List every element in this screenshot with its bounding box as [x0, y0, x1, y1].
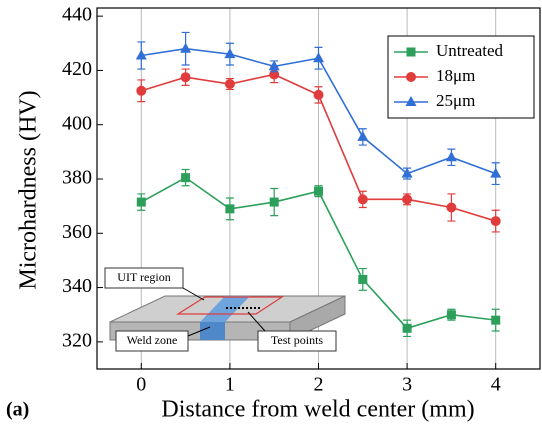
marker [446, 310, 456, 320]
pointer [247, 311, 266, 332]
marker [313, 89, 324, 100]
x-tick-label: 3 [402, 374, 412, 396]
pointer [187, 326, 211, 337]
marker [181, 173, 191, 183]
marker [136, 197, 146, 207]
inset-label: Test points [271, 333, 323, 347]
inset-diagram: UIT region Weld zone Test points [104, 267, 346, 352]
y-tick-label: 400 [62, 112, 92, 134]
y-tick-label: 380 [62, 167, 92, 189]
y-tick-label: 340 [62, 275, 92, 297]
marker [313, 52, 324, 63]
marker [314, 186, 323, 196]
x-tick-label: 4 [491, 374, 501, 396]
marker [268, 60, 280, 71]
y-tick-label: 360 [62, 221, 92, 243]
weld-zone-front [200, 322, 225, 340]
legend-label: 25μm [436, 91, 475, 110]
weld-zone-top [200, 296, 250, 322]
y-tick-label: 320 [62, 329, 92, 351]
x-tick-label: 2 [314, 374, 324, 396]
x-tick-label: 1 [225, 374, 235, 396]
marker [406, 72, 416, 82]
marker [445, 151, 457, 162]
marker [491, 315, 501, 325]
marker [135, 49, 147, 60]
marker [446, 202, 457, 213]
legend-label: 18μm [436, 66, 475, 85]
uit-region [175, 296, 285, 315]
inset-label: Weld zone [127, 333, 178, 347]
marker [180, 42, 192, 53]
marker [225, 204, 235, 214]
marker [402, 194, 413, 205]
marker [406, 47, 416, 57]
pointer [182, 287, 205, 301]
marker [269, 197, 279, 207]
marker [224, 79, 235, 89]
y-tick-label: 440 [62, 4, 92, 26]
marker [401, 167, 413, 178]
plot-frame [96, 7, 541, 370]
marker [357, 194, 368, 205]
label-box [257, 330, 337, 352]
label-box [115, 330, 189, 352]
label-box [104, 267, 184, 289]
marker [405, 96, 417, 106]
marker [490, 216, 501, 227]
panel-label: (a) [6, 399, 29, 421]
y-axis-label: Microhardness (HV) [16, 90, 42, 289]
marker [136, 85, 147, 96]
marker [490, 167, 502, 178]
x-axis-label: Distance from weld center (mm) [161, 397, 474, 423]
marker [402, 323, 412, 333]
x-tick-label: 0 [136, 374, 146, 396]
inset-label: UIT region [117, 270, 170, 284]
marker [358, 274, 368, 284]
legend-label: Untreated [436, 41, 504, 60]
marker [180, 72, 191, 83]
marker [224, 48, 236, 59]
marker [357, 130, 369, 141]
y-tick-label: 420 [62, 58, 92, 80]
